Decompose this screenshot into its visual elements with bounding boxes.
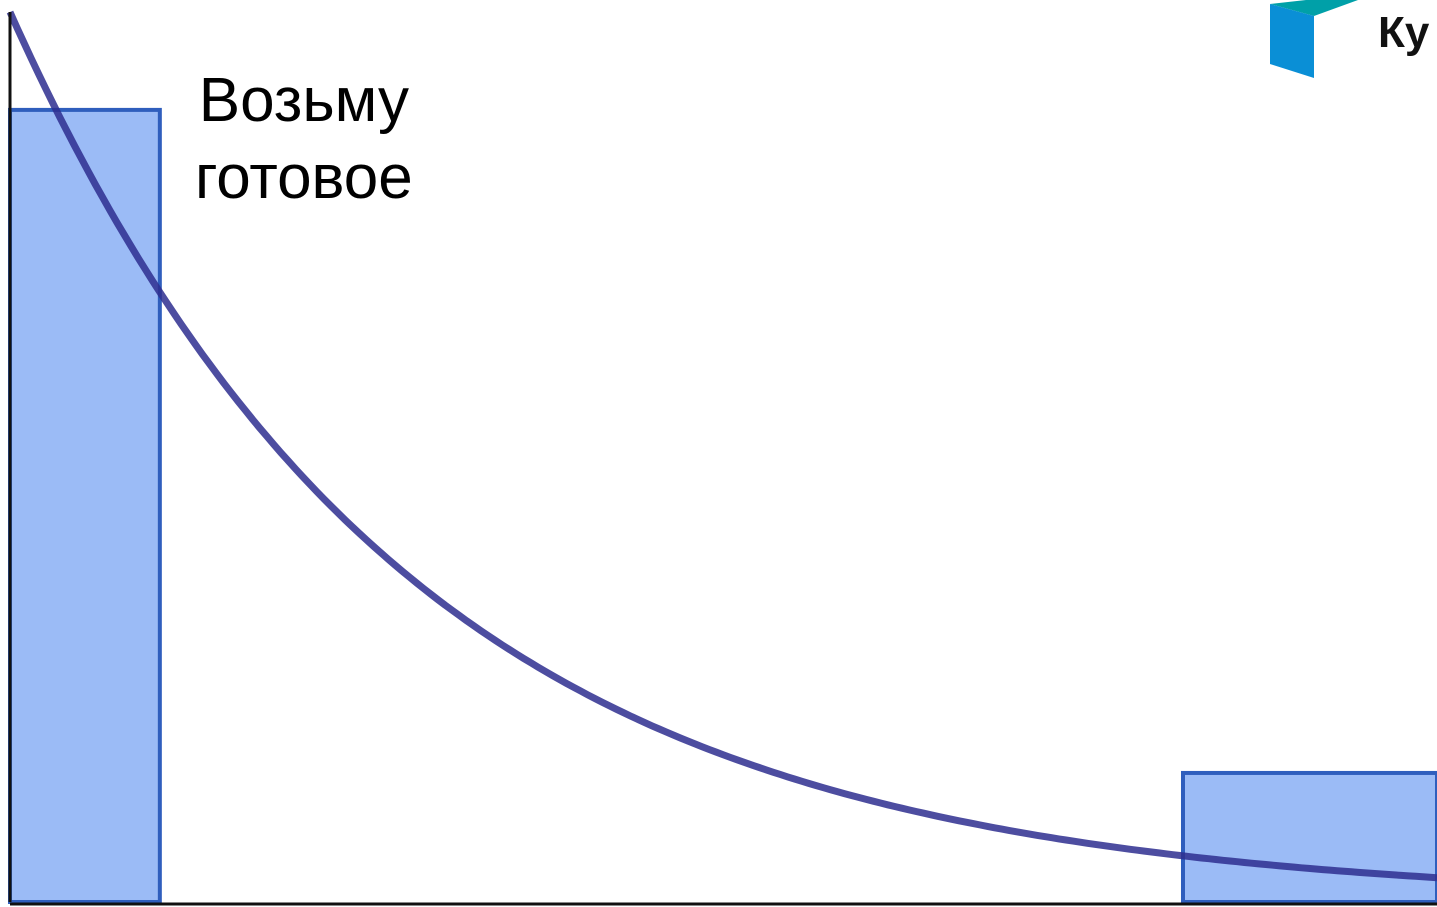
bars-layer xyxy=(8,107,1437,905)
annotation-line-1: Возьму xyxy=(198,66,409,135)
logo-block xyxy=(1266,0,1437,80)
curve-layer xyxy=(6,10,1437,882)
chart-annotation: Возьму готовое xyxy=(195,62,413,216)
bar-2 xyxy=(1180,770,1437,905)
cube-logo-icon xyxy=(1270,0,1358,78)
annotation-line-2: готовое xyxy=(195,143,413,212)
bar-1 xyxy=(8,107,162,904)
axes-layer xyxy=(8,12,1437,906)
decay-curve xyxy=(6,10,1437,882)
logo-text: Ку xyxy=(1378,8,1430,57)
